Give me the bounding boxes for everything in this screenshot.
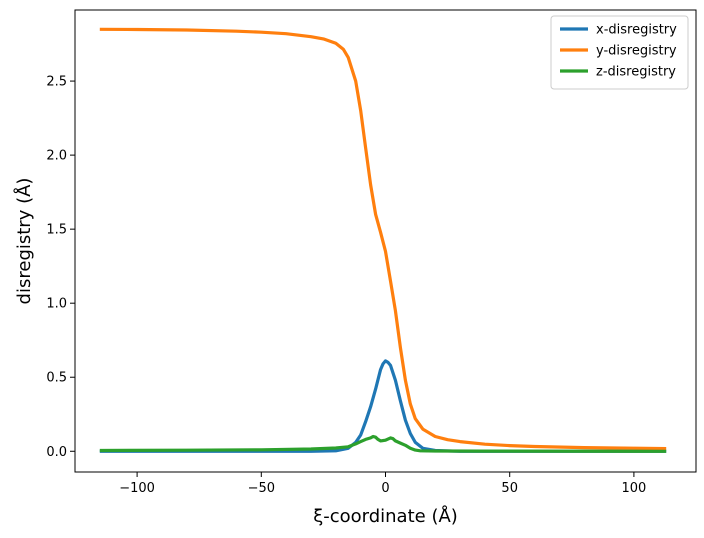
x-axis: −100 −50 0 50 100 — [119, 472, 646, 496]
y-axis: 0.0 0.5 1.0 1.5 2.0 2.5 — [46, 75, 75, 460]
x-tick-label: 100 — [621, 481, 646, 496]
series-line-z-disregistry — [99, 434, 667, 453]
y-tick-label: 2.5 — [46, 75, 67, 90]
x-tick-label: 0 — [381, 481, 389, 496]
series-layer — [99, 27, 667, 453]
legend-entry-label: z-disregistry — [596, 65, 676, 80]
y-axis-label: disregistry (Å) — [13, 178, 35, 305]
y-tick-label: 1.0 — [46, 297, 67, 312]
x-tick-label: 50 — [501, 481, 518, 496]
y-tick-label: 2.0 — [46, 149, 67, 164]
y-tick-label: 0.0 — [46, 445, 67, 460]
legend-entry-label: x-disregistry — [596, 23, 677, 38]
x-tick-label: −50 — [248, 481, 275, 496]
x-tick-label: −100 — [119, 481, 155, 496]
x-axis-label: ξ-coordinate (Å) — [313, 505, 458, 527]
y-tick-label: 1.5 — [46, 223, 67, 238]
legend-entry-label: y-disregistry — [596, 44, 677, 59]
series-line-y-disregistry — [99, 27, 667, 451]
y-tick-label: 0.5 — [46, 371, 67, 386]
legend: x-disregistry y-disregistry z-disregistry — [550, 15, 689, 90]
